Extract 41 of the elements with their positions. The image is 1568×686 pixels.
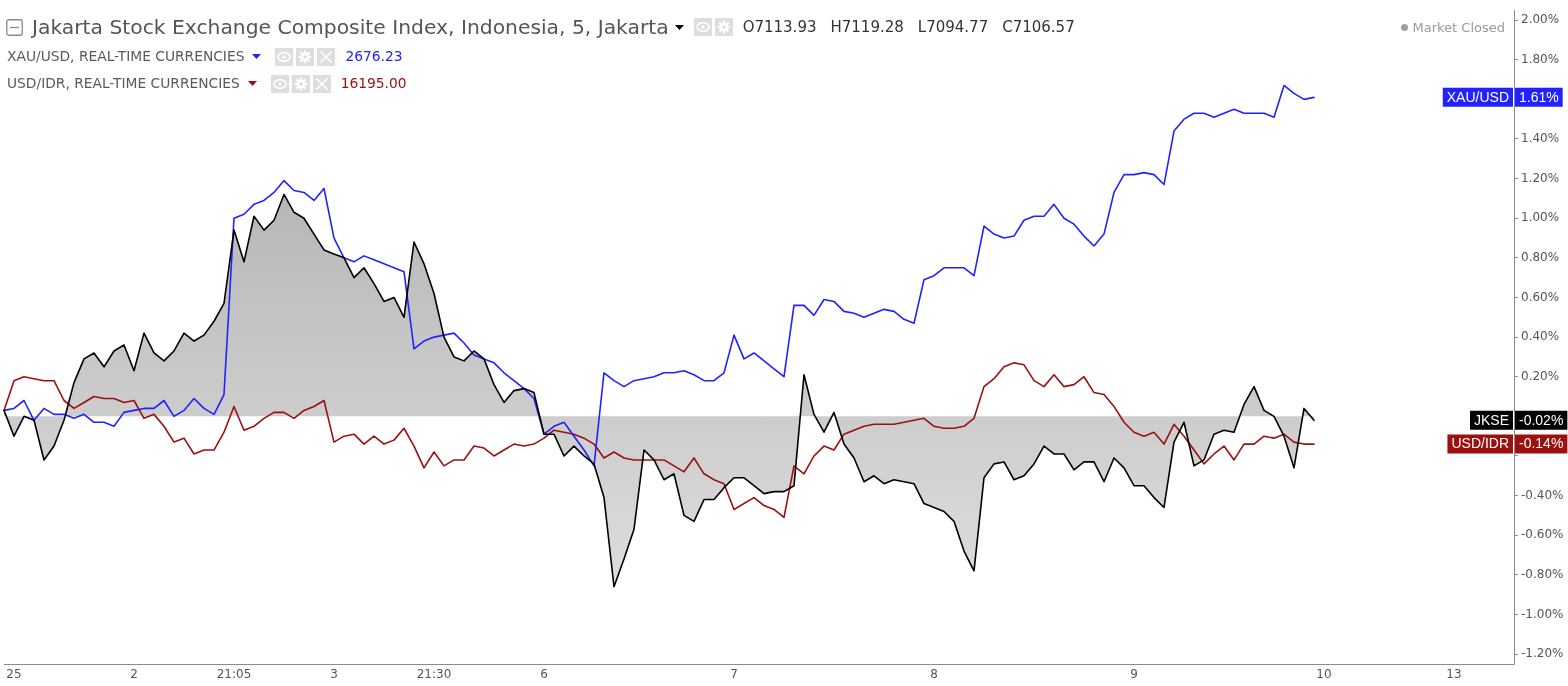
y-tick-label: -0.80% xyxy=(1521,566,1564,581)
y-tick-label: 0.60% xyxy=(1521,289,1560,304)
y-tick-label: -1.20% xyxy=(1521,646,1564,661)
x-tick-label: 21:30 xyxy=(416,667,452,682)
y-tick-label: -1.00% xyxy=(1521,606,1564,621)
annotation: H7119.28 xyxy=(830,17,904,36)
y-tick-label: 0.40% xyxy=(1521,329,1560,344)
annotation: JKSE xyxy=(1473,411,1509,428)
y-tick-label: 0.80% xyxy=(1521,249,1560,264)
annotation: L7094.77 xyxy=(917,17,989,36)
text: -0.14% xyxy=(1519,435,1564,452)
x-tick-label: 3 xyxy=(330,667,338,682)
annotation: Market Closed xyxy=(1412,19,1505,35)
annotation: O7113.93 xyxy=(742,17,817,36)
annotation: 2676.23 xyxy=(345,47,403,64)
x-tick-label: 10 xyxy=(1316,667,1332,682)
annotation: XAU/USD xyxy=(1446,88,1509,105)
legend-label: USD/IDR, REAL-TIME CURRENCIES xyxy=(7,74,240,91)
y-tick-label: -0.60% xyxy=(1521,527,1564,542)
annotation: 16195.00 xyxy=(340,74,407,91)
y-tick-label: 1.00% xyxy=(1521,210,1560,225)
x-tick-label: 21:05 xyxy=(216,667,252,682)
y-tick-label: 0.20% xyxy=(1521,368,1560,383)
y-tick-label: 1.40% xyxy=(1521,131,1560,146)
x-tick-label: 8 xyxy=(930,667,938,682)
text: 1.61% xyxy=(1519,88,1559,105)
y-tick-label: 2.00% xyxy=(1521,12,1560,27)
x-tick-label: 25 xyxy=(6,667,22,682)
text: -0.02% xyxy=(1519,411,1564,428)
y-tick-label: 1.80% xyxy=(1521,51,1560,66)
y-tick-label: -0.40% xyxy=(1521,487,1564,502)
legend-label: Jakarta Stock Exchange Composite Index, Indonesia, 5, Jakarta xyxy=(32,14,669,39)
legend-label: XAU/USD, REAL-TIME CURRENCIES xyxy=(7,47,245,64)
x-tick-label: 6 xyxy=(540,667,548,682)
x-tick-label: 13 xyxy=(1446,667,1462,682)
annotation: USD/IDR xyxy=(1451,435,1509,452)
annotation: C7106.57 xyxy=(1002,17,1075,36)
x-tick-label: 9 xyxy=(1130,667,1138,682)
x-tick-label: 7 xyxy=(730,667,738,682)
x-tick-label: 2 xyxy=(130,667,138,682)
y-tick-label: 1.20% xyxy=(1521,170,1560,185)
